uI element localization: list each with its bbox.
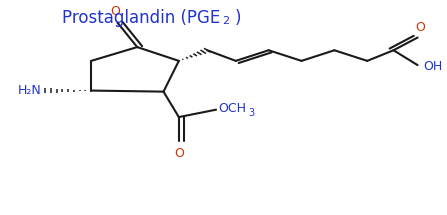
Text: O: O (415, 21, 425, 34)
Text: OCH: OCH (218, 102, 246, 115)
Text: H₂N: H₂N (18, 84, 42, 97)
Text: ): ) (235, 9, 241, 27)
Text: O: O (174, 147, 184, 160)
Text: O: O (110, 5, 120, 18)
Text: Prostaglandin (PGE: Prostaglandin (PGE (62, 9, 220, 27)
Text: 3: 3 (248, 108, 254, 118)
Text: 2: 2 (222, 16, 229, 26)
Text: OH: OH (423, 60, 442, 73)
